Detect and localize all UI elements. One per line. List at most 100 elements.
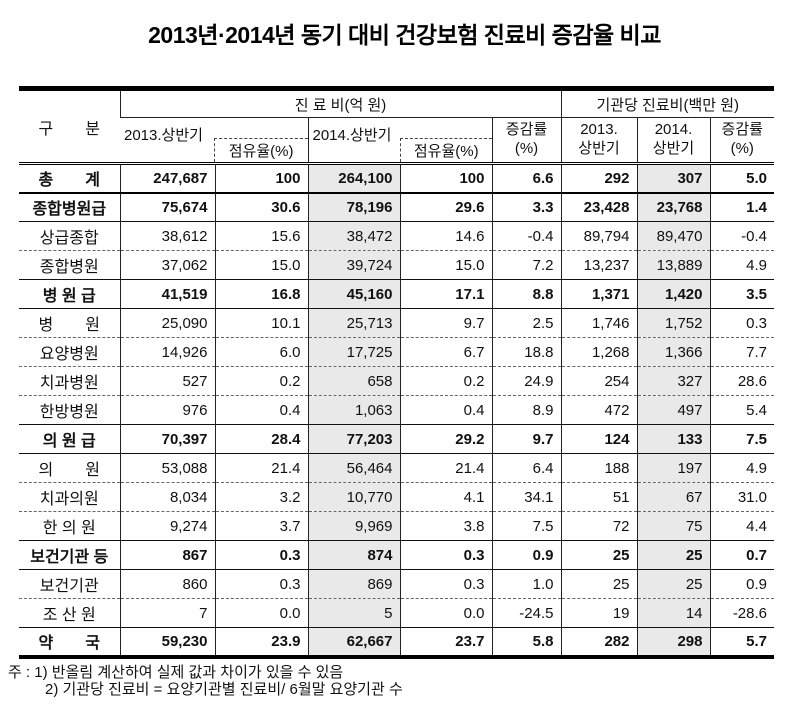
cell-value: 78,196 (307, 191, 400, 222)
statistics-table-container: 구 분 진 료 비(억 원) 기관당 진료비(백만 원) 2013.상반기 점유… (19, 86, 775, 659)
header-expense-group: 진 료 비(억 원) (119, 88, 561, 118)
footnote-1: 주 : 1) 반올림 계산하여 실제 값과 차이가 있을 수 있음 (8, 664, 344, 681)
cell-value: 976 (119, 395, 215, 425)
table-row: 병 원 급 41,519 16.8 45,160 17.1 8.8 1,371 1,420 3.… (19, 279, 775, 309)
row-label: 요양병원 (19, 337, 120, 367)
cell-value: 38,472 (307, 221, 400, 251)
cell-value: 124 (560, 424, 637, 454)
cell-value: 5.0 (709, 163, 775, 193)
cell-value: 1,746 (560, 308, 637, 338)
header-inst-2013-line2: 상반기 (578, 140, 620, 157)
cell-value: 0.7 (709, 540, 775, 570)
cell-value: 14 (636, 598, 710, 628)
header-inst-change-line2: (%) (730, 140, 754, 157)
cell-value: 0.3 (214, 540, 308, 570)
cell-value: 41,519 (119, 279, 215, 309)
cell-value: 264,100 (307, 163, 400, 193)
row-label: 치과의원 (19, 482, 120, 512)
cell-value: 25,713 (307, 308, 400, 338)
cell-value: 658 (307, 366, 400, 396)
cell-value: 5.7 (709, 627, 775, 657)
header-2014-half: 2014.상반기 (312, 127, 392, 144)
cell-value: 1,752 (636, 308, 710, 338)
cell-value: 867 (119, 540, 215, 570)
cell-value: 8.8 (491, 279, 561, 309)
header-per-institution-group: 기관당 진료비(백만 원) (560, 88, 775, 118)
cell-value: 7 (119, 598, 215, 628)
header-2014-half-share: 2014.상반기 점유율(%) (307, 117, 492, 165)
footnote-2: 2) 기관당 진료비 = 요양기관별 진료비/ 6월말 요양기관 수 (45, 681, 403, 699)
row-label: 병 원 급 (19, 279, 120, 309)
cell-value: 327 (636, 366, 710, 396)
cell-value: 56,464 (307, 453, 400, 483)
cell-value: 21.4 (214, 453, 308, 483)
cell-value: 25 (560, 540, 637, 570)
header-inst-change-line1: 증감률 (721, 121, 763, 139)
cell-value: 25 (636, 540, 710, 570)
cell-value: 15.6 (214, 221, 308, 251)
cell-value: 1.4 (709, 191, 775, 222)
cell-value: 21.4 (399, 453, 492, 483)
cell-value: 5.8 (491, 627, 561, 657)
row-label: 의 원 (19, 453, 120, 483)
cell-value: 1,420 (636, 279, 710, 309)
header-inst-2014-line2: 상반기 (652, 140, 695, 157)
cell-value: 18.8 (491, 337, 561, 367)
cell-value: 51 (560, 482, 637, 512)
cell-value: 13,889 (636, 250, 710, 280)
cell-value: 30.6 (214, 191, 308, 222)
table-row: 한 의 원 9,274 3.7 9,969 3.8 7.5 72 75 4.4 (19, 511, 775, 541)
table-row: 종합병원급 75,674 30.6 78,196 29.6 3.3 23,428 23,768… (19, 191, 775, 222)
cell-value: 4.9 (709, 453, 775, 483)
row-label: 총 계 (38, 172, 100, 190)
header-2013-half-share: 2013.상반기 점유율(%) (120, 117, 308, 165)
cell-value: 14,926 (119, 337, 215, 367)
cell-value: 25 (560, 569, 637, 599)
cell-value: 1,063 (307, 395, 400, 425)
cell-value: 869 (307, 569, 400, 599)
header-inst-2014-line1: 2014. (654, 121, 693, 139)
cell-value: 0.2 (399, 366, 492, 396)
cell-value: 4.1 (399, 482, 492, 512)
cell-value: 45,160 (307, 279, 400, 309)
cell-value: 292 (560, 163, 637, 193)
cell-value: 0.3 (399, 569, 492, 599)
row-label: 병 원 (19, 308, 120, 338)
cell-value: 3.2 (214, 482, 308, 512)
header-inst-2013: 2013. 상반기 (560, 117, 637, 165)
cell-value: 497 (636, 395, 710, 425)
cell-value: 53,088 (119, 453, 215, 483)
cell-value: 254 (560, 366, 637, 396)
cell-value: 282 (560, 627, 637, 657)
header-2013-half: 2013.상반기 (124, 127, 203, 144)
cell-value: 34.1 (491, 482, 561, 512)
cell-value: 298 (636, 627, 710, 657)
cell-value: 188 (560, 453, 637, 483)
cell-value: 1,366 (636, 337, 710, 367)
row-label: 조 산 원 (19, 598, 120, 628)
header-change-rate: 증감률 (%) (491, 117, 561, 165)
cell-value: 6.7 (399, 337, 492, 367)
cell-value: 527 (119, 366, 215, 396)
cell-value: 0.9 (491, 540, 561, 570)
cell-value: 100 (214, 163, 308, 193)
row-label: 보건기관 등 (19, 540, 120, 570)
header-inst-change-rate: 증감률 (%) (709, 117, 775, 165)
cell-value: 4.4 (709, 511, 775, 541)
cell-value: 7.5 (491, 511, 561, 541)
cell-value: 6.4 (491, 453, 561, 483)
cell-value: 25,090 (119, 308, 215, 338)
cell-value: 9.7 (399, 308, 492, 338)
footnotes: 주 : 1) 반올림 계산하여 실제 값과 차이가 있을 수 있음 2) 기관당… (8, 664, 403, 699)
cell-value: 62,667 (307, 627, 400, 657)
cell-value: 3.3 (491, 191, 561, 222)
row-label: 보건기관 (19, 569, 120, 599)
cell-value: 16.8 (214, 279, 308, 309)
cell-value: 14.6 (399, 221, 492, 251)
cell-value: 8.9 (491, 395, 561, 425)
cell-value: 39,724 (307, 250, 400, 280)
cell-value: 1,371 (560, 279, 637, 309)
table-row: 조 산 원 7 0.0 5 0.0 -24.5 19 14 -28.6 (19, 598, 775, 628)
cell-value: 75,674 (119, 191, 215, 222)
header-row-groups: 구 분 진 료 비(억 원) 기관당 진료비(백만 원) (19, 88, 775, 165)
